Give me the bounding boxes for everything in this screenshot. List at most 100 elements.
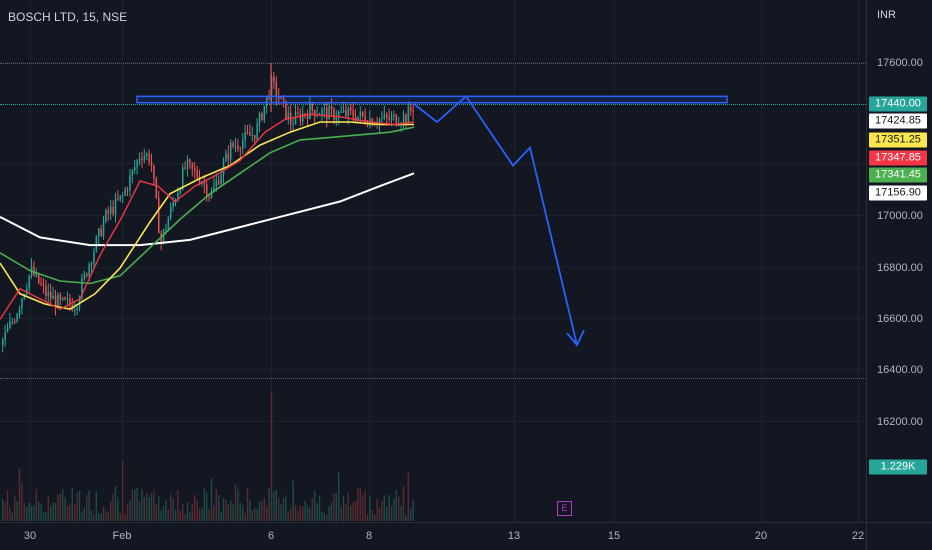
volume-bar — [141, 489, 143, 521]
candle-body — [263, 105, 266, 120]
candle-body — [220, 174, 222, 185]
candle-body — [182, 167, 184, 190]
volume-bar — [88, 490, 90, 521]
candle-body — [153, 165, 155, 179]
candle-body — [210, 191, 213, 198]
time-axis[interactable]: 30 Feb 6 8 13 15 20 22 — [0, 522, 866, 550]
volume-bar — [74, 504, 76, 521]
volume-bar — [314, 490, 316, 521]
currency-label[interactable]: INR — [877, 9, 896, 21]
volume-bar — [362, 494, 364, 521]
volume-bar — [407, 471, 409, 521]
volume-bar — [76, 492, 78, 521]
candle-body — [266, 95, 268, 106]
candle-body — [278, 96, 280, 99]
volume-bar — [9, 507, 11, 521]
price-tick: 16400.00 — [877, 364, 923, 376]
volume-bar — [213, 505, 215, 521]
candle-body — [64, 297, 66, 300]
candle-body — [107, 210, 110, 214]
ma-yellow-tag: 17351.25 — [869, 132, 927, 148]
volume-bar — [102, 506, 105, 521]
candle-body — [191, 162, 194, 169]
volume-bar — [124, 514, 126, 521]
price-tick: 16200.00 — [877, 416, 923, 428]
candle-body — [297, 112, 299, 114]
price-axis[interactable]: INR 17600.00 17000.00 16800.00 16600.00 … — [866, 0, 932, 522]
axis-settings-corner[interactable] — [866, 522, 932, 550]
candle-body — [21, 298, 23, 309]
candle-body — [83, 273, 86, 279]
candle-body — [292, 124, 294, 126]
candle-body — [201, 182, 203, 184]
volume-bar — [410, 509, 412, 521]
ma-green-line — [0, 126, 415, 285]
candle-body — [9, 321, 11, 329]
volume-bar — [249, 499, 251, 521]
volume-bar — [143, 497, 145, 521]
candle-body — [196, 170, 198, 178]
candle-body — [234, 145, 237, 147]
candle-body — [98, 228, 100, 237]
volume-bar — [350, 505, 352, 521]
chart-plot-area[interactable]: BOSCH LTD, 15, NSE E — [0, 0, 866, 522]
candle-body — [59, 294, 62, 300]
volume-bar — [227, 504, 229, 521]
volume-bar — [158, 496, 160, 521]
volume-bar — [383, 495, 385, 521]
volume-bar — [186, 502, 189, 521]
volume-bar — [292, 480, 294, 521]
volume-bar — [42, 511, 45, 521]
price-tick: 16600.00 — [877, 313, 923, 325]
time-tick: 15 — [607, 530, 621, 542]
volume-bar — [184, 514, 186, 521]
volume-bar — [316, 503, 318, 521]
candle-body — [393, 114, 395, 117]
volume-bar — [400, 505, 402, 521]
high-price-line — [0, 63, 866, 64]
candle-body — [254, 134, 256, 140]
volume-bar — [302, 506, 304, 521]
candle-body — [350, 108, 352, 111]
candle-body — [326, 107, 328, 120]
volume-bar — [237, 489, 239, 521]
volume-bar — [146, 492, 148, 521]
candle-body — [347, 108, 350, 117]
candle-body — [330, 106, 333, 109]
candle-body — [189, 159, 191, 163]
price-chart[interactable] — [0, 0, 866, 522]
volume-bar — [340, 506, 342, 521]
candle-body — [225, 153, 227, 162]
candle-body — [172, 202, 174, 207]
volume-bar — [45, 512, 47, 521]
volume-bar — [191, 504, 193, 521]
volume-bar — [374, 514, 376, 521]
candle-body — [62, 297, 64, 300]
candle-body — [314, 110, 316, 117]
volume-bar — [381, 501, 383, 521]
volume-bar — [119, 512, 121, 521]
volume-bar — [198, 508, 201, 521]
volume-bar — [323, 513, 325, 521]
candle-body — [38, 273, 40, 284]
candle-body — [242, 140, 244, 150]
price-tick: 16800.00 — [877, 262, 923, 274]
volume-bar — [261, 501, 263, 521]
candle-body — [335, 117, 338, 120]
candle-body — [321, 109, 323, 115]
candle-body — [299, 113, 302, 122]
candle-body — [342, 110, 345, 112]
symbol-title[interactable]: BOSCH LTD, 15, NSE — [8, 10, 128, 24]
volume-bar — [311, 497, 313, 521]
volume-bar — [64, 497, 66, 521]
volume-bar — [2, 499, 4, 521]
candle-body — [129, 175, 131, 191]
candle-body — [40, 283, 42, 285]
earnings-event-icon[interactable]: E — [557, 501, 572, 516]
volume-bar — [59, 493, 61, 521]
candle-body — [251, 134, 254, 136]
volume-bar — [405, 514, 407, 521]
volume-bar — [318, 495, 321, 521]
candle-body — [114, 198, 117, 215]
ma-red-line — [0, 113, 415, 320]
